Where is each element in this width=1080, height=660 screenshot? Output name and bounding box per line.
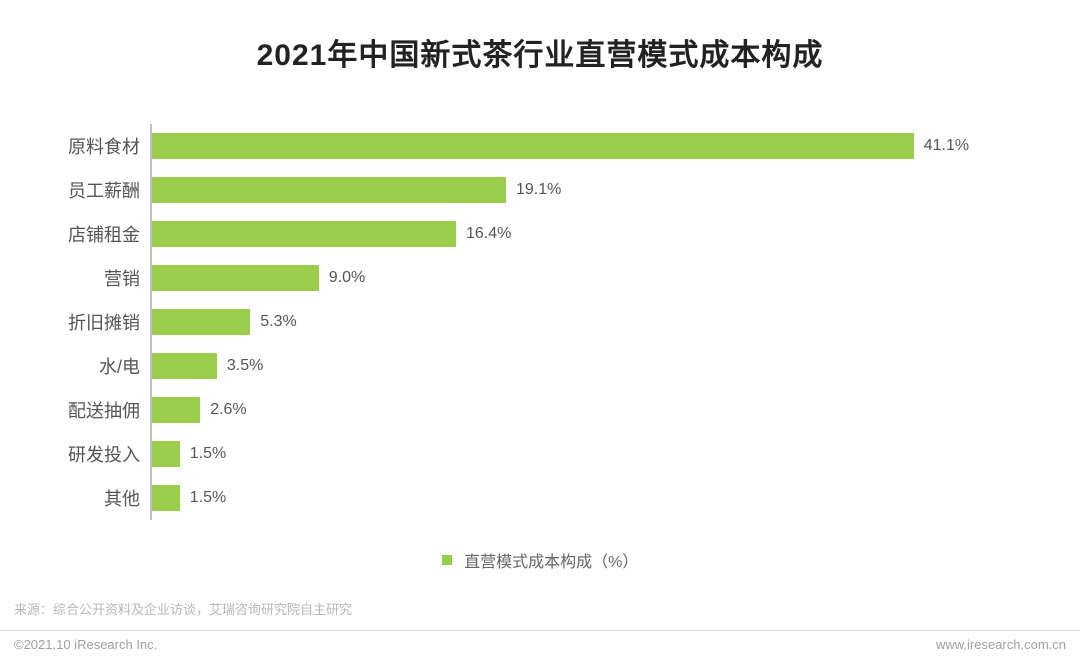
bar	[152, 441, 180, 467]
bar-track: 9.0%	[150, 256, 980, 300]
bar-row: 原料食材 41.1%	[160, 124, 980, 168]
legend-text: 直营模式成本构成（%）	[464, 554, 638, 571]
bar-track: 19.1%	[150, 168, 980, 212]
category-label: 员工薪酬	[40, 177, 150, 203]
bar	[152, 309, 250, 335]
footer: ©2021.10 iResearch Inc. www.iresearch.co…	[0, 630, 1080, 652]
category-label: 折旧摊销	[40, 309, 150, 335]
value-label: 41.1%	[924, 137, 969, 155]
category-label: 研发投入	[40, 441, 150, 467]
category-label: 原料食材	[40, 133, 150, 159]
bar	[152, 133, 914, 159]
chart-container: 2021年中国新式茶行业直营模式成本构成 原料食材 41.1% 员工薪酬 19.…	[0, 0, 1080, 660]
bar-row: 折旧摊销 5.3%	[160, 300, 980, 344]
bar-track: 2.6%	[150, 388, 980, 432]
legend-swatch	[442, 555, 452, 565]
bar-track: 41.1%	[150, 124, 980, 168]
footer-url: www.iresearch.com.cn	[936, 637, 1066, 652]
source-text: 来源：综合公开资料及企业访谈，艾瑞咨询研究院自主研究	[14, 599, 352, 618]
value-label: 2.6%	[210, 401, 246, 419]
bar-track: 3.5%	[150, 344, 980, 388]
bar-track: 16.4%	[150, 212, 980, 256]
bar-row: 店铺租金 16.4%	[160, 212, 980, 256]
value-label: 1.5%	[190, 489, 226, 507]
bar-row: 员工薪酬 19.1%	[160, 168, 980, 212]
value-label: 5.3%	[260, 313, 296, 331]
bar-row: 营销 9.0%	[160, 256, 980, 300]
bar	[152, 485, 180, 511]
category-label: 水/电	[40, 353, 150, 379]
bar	[152, 397, 200, 423]
value-label: 19.1%	[516, 181, 561, 199]
bar	[152, 177, 506, 203]
category-label: 营销	[40, 265, 150, 291]
value-label: 16.4%	[466, 225, 511, 243]
bar-chart-area: 原料食材 41.1% 员工薪酬 19.1% 店铺租金 16.4% 营销	[160, 124, 980, 520]
copyright-text: ©2021.10 iResearch Inc.	[14, 637, 157, 652]
value-label: 1.5%	[190, 445, 226, 463]
category-label: 店铺租金	[40, 221, 150, 247]
chart-legend: 直营模式成本构成（%）	[40, 548, 1040, 572]
bar-row: 配送抽佣 2.6%	[160, 388, 980, 432]
bar	[152, 265, 319, 291]
bar-track: 5.3%	[150, 300, 980, 344]
chart-title: 2021年中国新式茶行业直营模式成本构成	[40, 30, 1040, 74]
bar-row: 水/电 3.5%	[160, 344, 980, 388]
bar-row: 研发投入 1.5%	[160, 432, 980, 476]
category-label: 配送抽佣	[40, 397, 150, 423]
bar	[152, 221, 456, 247]
bar-row: 其他 1.5%	[160, 476, 980, 520]
bar-track: 1.5%	[150, 432, 980, 476]
value-label: 9.0%	[329, 269, 365, 287]
value-label: 3.5%	[227, 357, 263, 375]
bar	[152, 353, 217, 379]
bar-track: 1.5%	[150, 476, 980, 520]
category-label: 其他	[40, 485, 150, 511]
